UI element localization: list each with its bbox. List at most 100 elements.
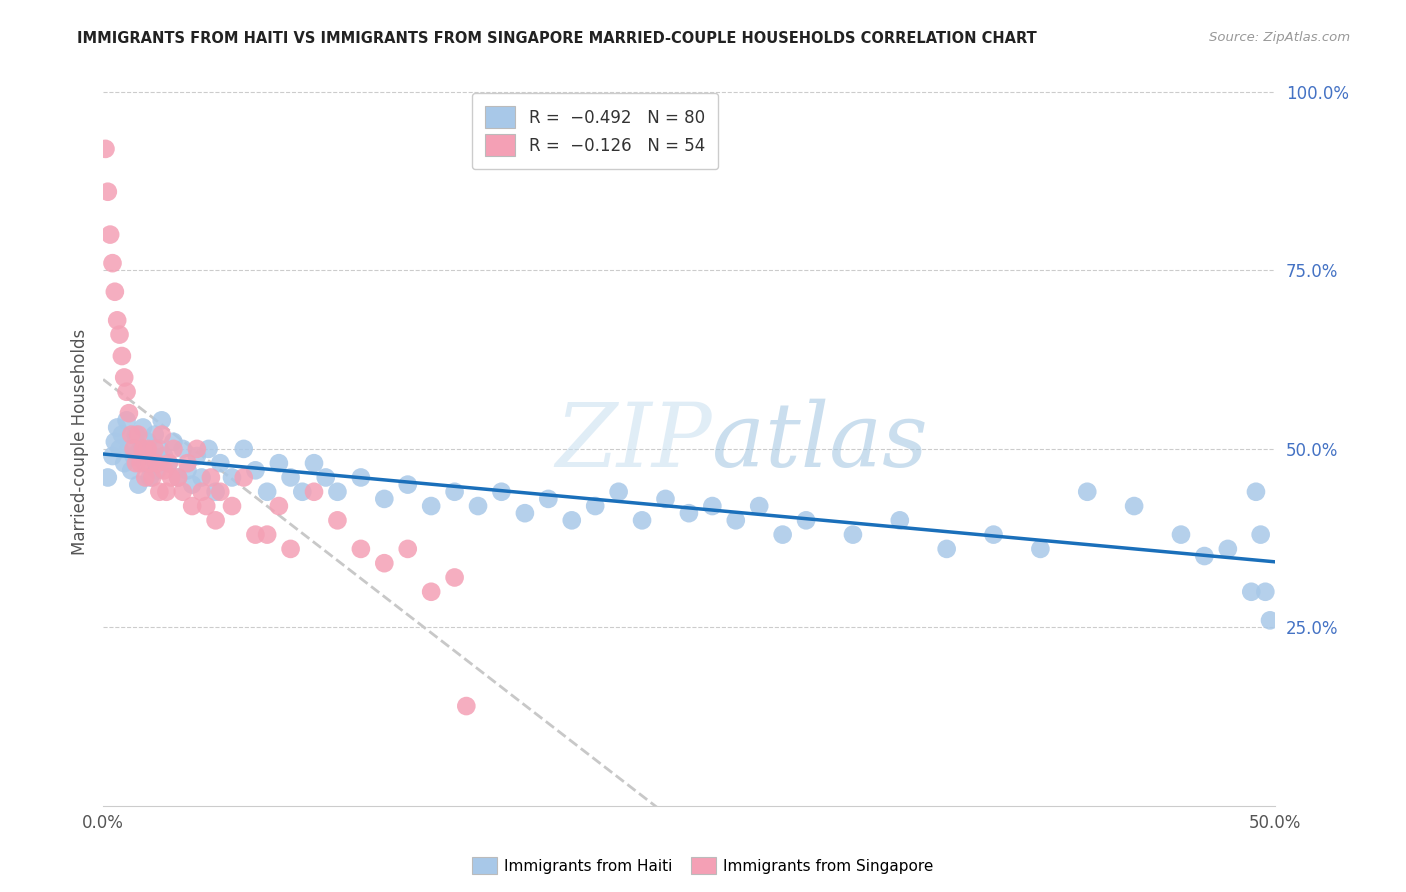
Point: [153, 449, 176, 463]
Point: [129, 442, 152, 456]
Point: [94, 142, 117, 156]
Point: [267, 456, 290, 470]
Point: [167, 470, 190, 484]
Point: [280, 470, 302, 484]
Point: [134, 456, 156, 470]
Point: [302, 456, 325, 470]
Point: [420, 499, 443, 513]
Point: [162, 434, 184, 449]
Point: [350, 470, 373, 484]
Point: [245, 463, 267, 477]
Point: [221, 470, 243, 484]
Point: [842, 527, 865, 541]
Point: [1244, 484, 1267, 499]
Point: [1123, 499, 1146, 513]
Point: [181, 499, 204, 513]
Point: [561, 513, 583, 527]
Point: [118, 406, 141, 420]
Point: [204, 484, 226, 499]
Point: [443, 570, 465, 584]
Point: [935, 541, 957, 556]
Point: [1029, 541, 1052, 556]
Point: [111, 349, 134, 363]
Point: [120, 463, 142, 477]
Point: [98, 227, 121, 242]
Point: [315, 470, 337, 484]
Point: [256, 484, 278, 499]
Point: [513, 506, 536, 520]
Point: [491, 484, 513, 499]
Point: [122, 442, 145, 456]
Point: [122, 449, 145, 463]
Text: atlas: atlas: [713, 399, 928, 485]
Point: [197, 442, 219, 456]
Legend: Immigrants from Haiti, Immigrants from Singapore: Immigrants from Haiti, Immigrants from S…: [467, 851, 939, 880]
Point: [1170, 527, 1192, 541]
Point: [607, 484, 630, 499]
Legend: R =  −0.492   N = 80, R =  −0.126   N = 54: R = −0.492 N = 80, R = −0.126 N = 54: [472, 93, 718, 169]
Point: [221, 499, 243, 513]
Point: [232, 442, 254, 456]
Point: [702, 499, 724, 513]
Point: [245, 527, 267, 541]
Point: [146, 456, 169, 470]
Point: [1076, 484, 1098, 499]
Point: [127, 427, 149, 442]
Point: [115, 384, 138, 399]
Text: ZIP: ZIP: [555, 399, 713, 485]
Point: [772, 527, 794, 541]
Point: [139, 456, 162, 470]
Point: [141, 470, 163, 484]
Point: [794, 513, 817, 527]
Point: [181, 477, 204, 491]
Point: [983, 527, 1005, 541]
Point: [162, 442, 184, 456]
Point: [1254, 584, 1277, 599]
Point: [108, 442, 131, 456]
Point: [118, 442, 141, 456]
Point: [200, 470, 222, 484]
Point: [148, 484, 170, 499]
Point: [748, 499, 770, 513]
Point: [176, 456, 198, 470]
Point: [125, 456, 148, 470]
Point: [101, 449, 124, 463]
Point: [141, 449, 163, 463]
Point: [155, 484, 177, 499]
Y-axis label: Married-couple Households: Married-couple Households: [72, 328, 89, 555]
Point: [104, 434, 127, 449]
Point: [172, 442, 194, 456]
Point: [631, 513, 654, 527]
Point: [97, 185, 120, 199]
Point: [186, 442, 208, 456]
Text: Source: ZipAtlas.com: Source: ZipAtlas.com: [1209, 31, 1350, 45]
Point: [146, 463, 169, 477]
Point: [204, 513, 226, 527]
Point: [373, 556, 395, 570]
Point: [108, 327, 131, 342]
Point: [467, 499, 489, 513]
Point: [101, 256, 124, 270]
Point: [209, 484, 232, 499]
Point: [120, 427, 142, 442]
Point: [176, 463, 198, 477]
Point: [1216, 541, 1239, 556]
Text: IMMIGRANTS FROM HAITI VS IMMIGRANTS FROM SINGAPORE MARRIED-COUPLE HOUSEHOLDS COR: IMMIGRANTS FROM HAITI VS IMMIGRANTS FROM…: [77, 31, 1038, 46]
Point: [420, 584, 443, 599]
Point: [302, 484, 325, 499]
Point: [129, 456, 152, 470]
Point: [150, 413, 173, 427]
Point: [373, 491, 395, 506]
Point: [153, 463, 176, 477]
Point: [654, 491, 676, 506]
Point: [132, 420, 155, 434]
Point: [232, 470, 254, 484]
Point: [291, 484, 314, 499]
Point: [1194, 549, 1216, 563]
Point: [326, 484, 349, 499]
Point: [583, 499, 606, 513]
Point: [111, 427, 134, 442]
Point: [150, 427, 173, 442]
Point: [186, 449, 208, 463]
Point: [256, 527, 278, 541]
